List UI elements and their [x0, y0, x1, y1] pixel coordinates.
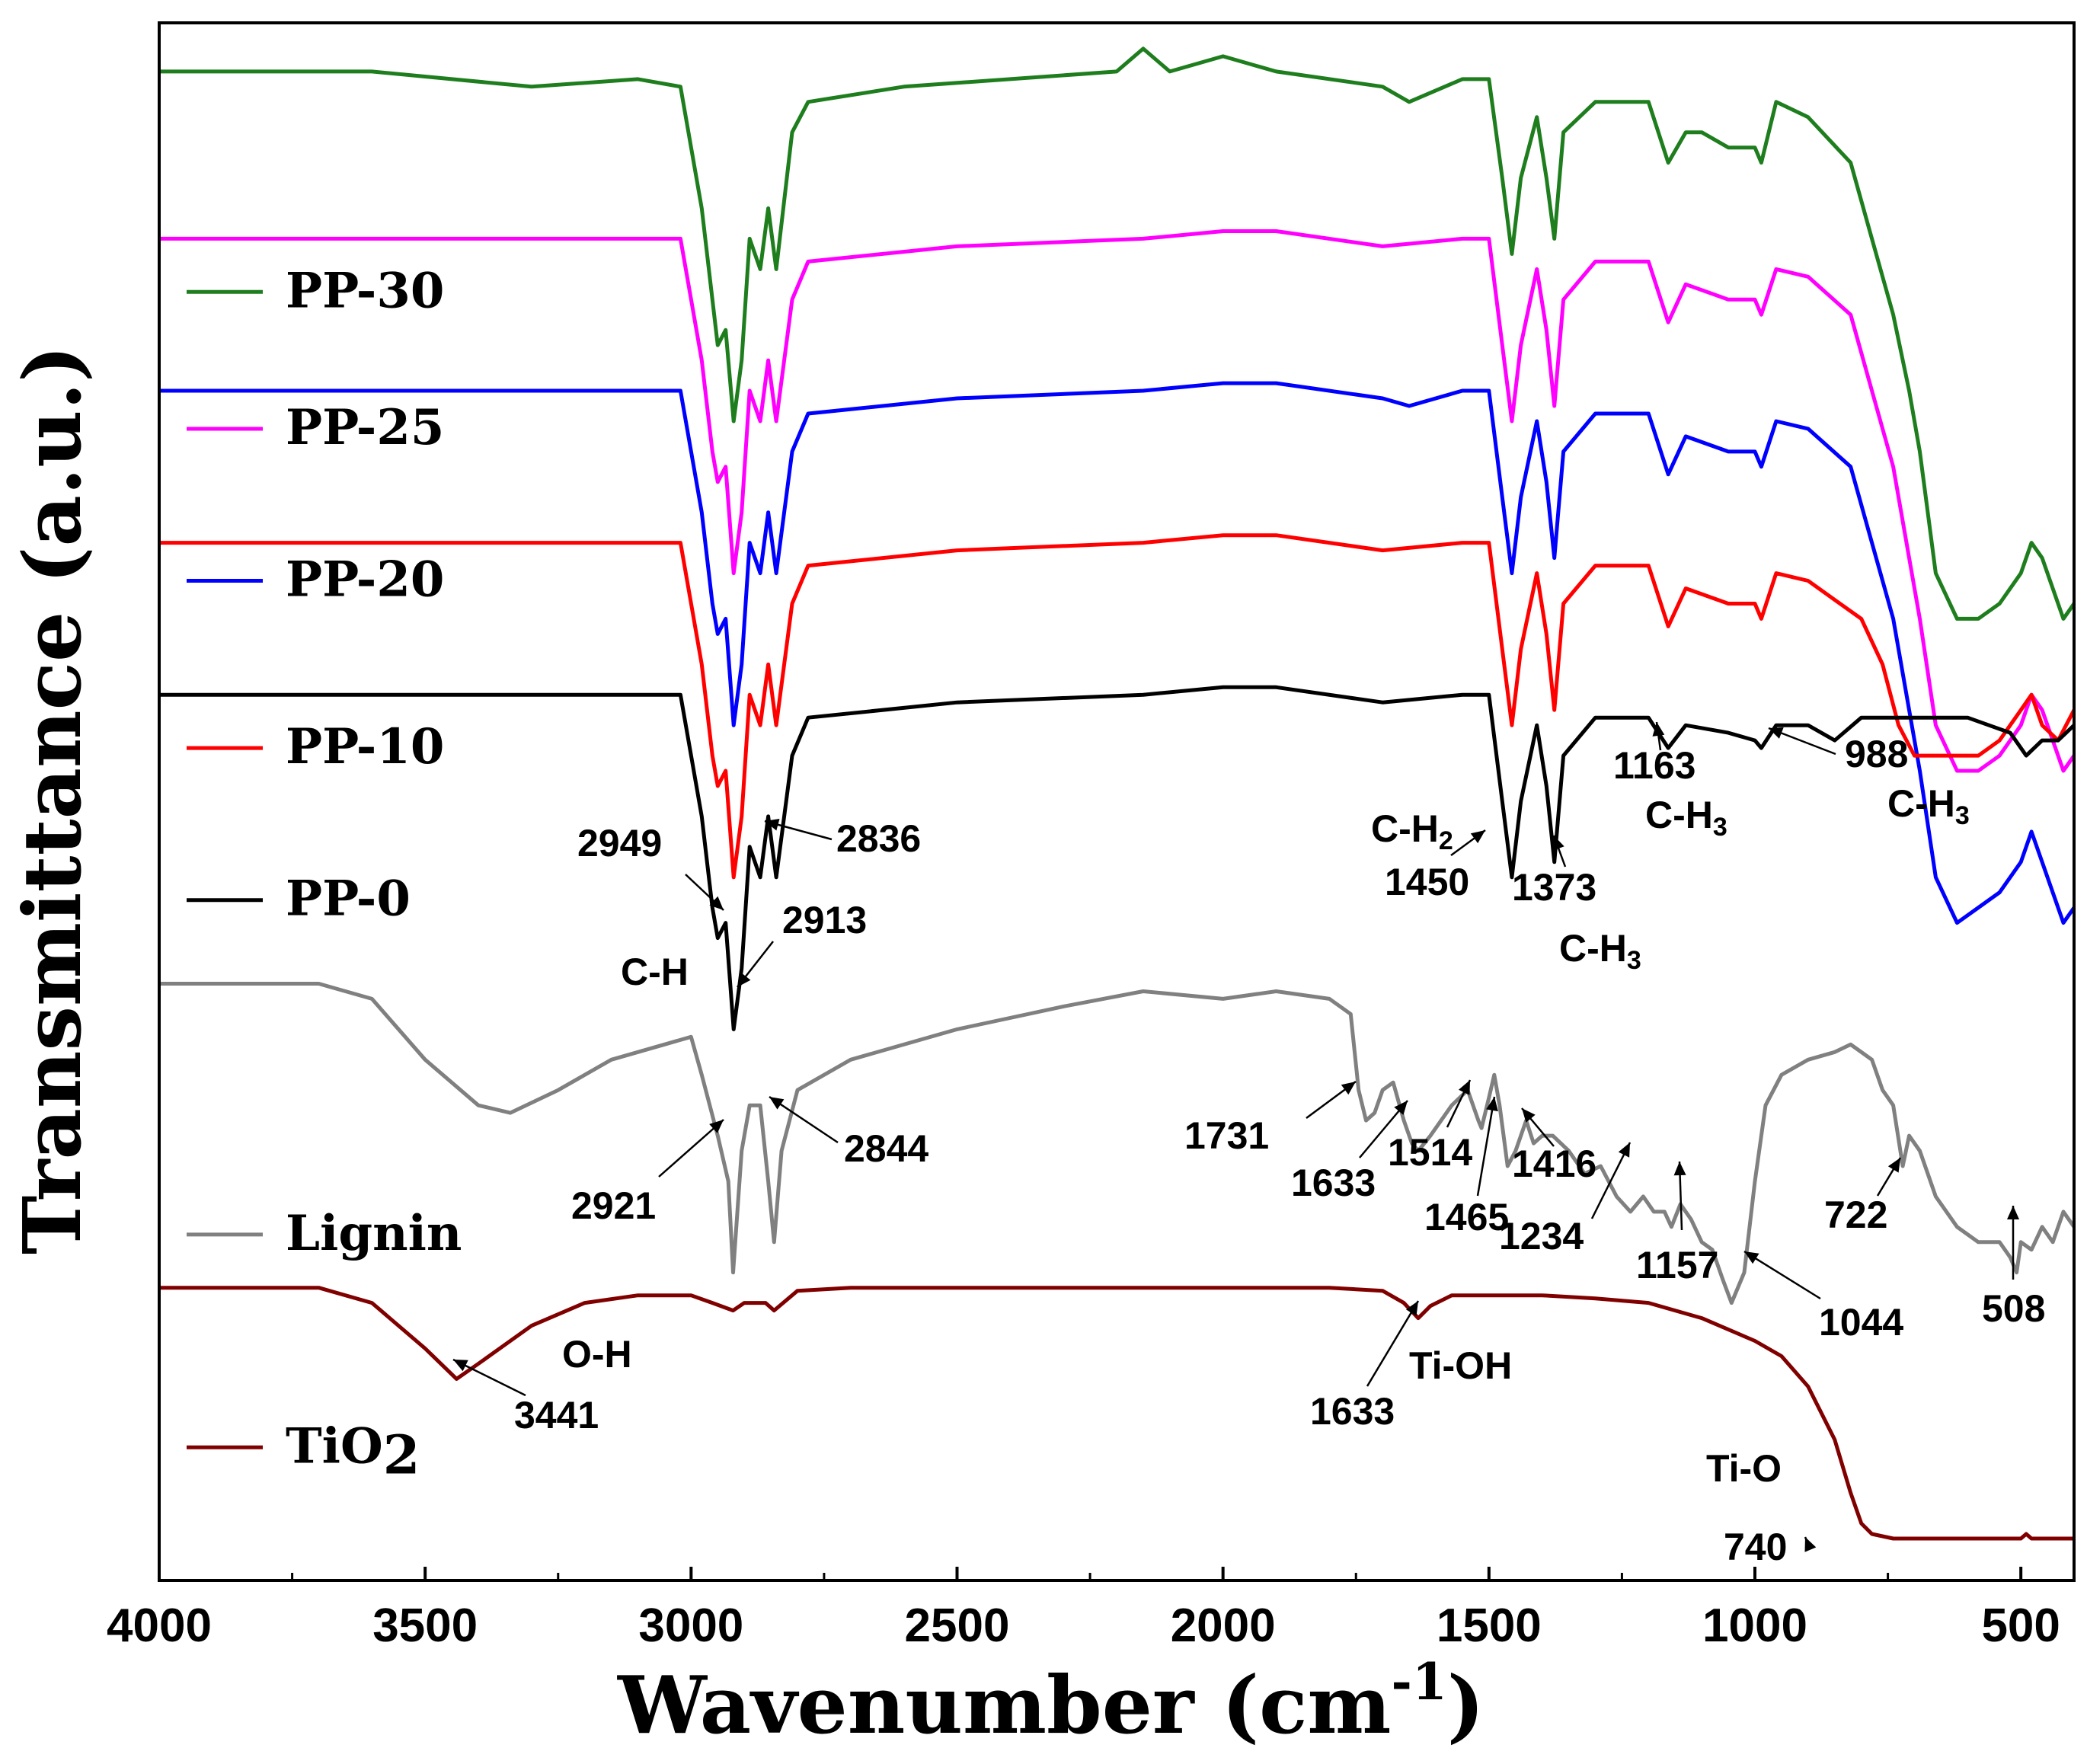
series-line-pp-20 [159, 381, 2076, 925]
annotation-1450-5: 1450 [1385, 861, 1469, 903]
annotation-2836-1: 2836 [836, 817, 921, 860]
annotation-1157-20: 1157 [1636, 1244, 1718, 1286]
x-axis-title-main: Wavenumber (cm [617, 1658, 1391, 1752]
legend-label-pp-30: PP-30 [286, 262, 444, 319]
annotation-988-10: 988 [1845, 733, 1908, 775]
series-line-pp-30 [159, 46, 2076, 621]
annotation-arrow-head-29 [1804, 1537, 1817, 1552]
annotation-1416-18: 1416 [1512, 1142, 1596, 1185]
annotation-arrow-head-23 [2007, 1206, 2019, 1219]
y-axis-title: Transmittance (a.u.) [5, 345, 99, 1254]
annotation-arrow-head-14 [769, 1097, 785, 1110]
annotation-c-h-3-9: C-H3 [1645, 794, 1727, 842]
legend: PP-30 PP-25 PP-20 PP-10 PP-0 Lignin TiO2 [187, 262, 462, 1486]
series-layer [159, 46, 2076, 1541]
annotation-1514-16: 1514 [1388, 1131, 1472, 1174]
annotation-arrow-line-21 [1743, 1250, 1821, 1300]
x-tick-label-4000: 4000 [107, 1599, 212, 1652]
annotation-arrow-head-22 [1887, 1158, 1900, 1173]
annotation-c-h-2-4: C-H2 [1371, 807, 1453, 855]
annotation-arrow-head-19 [1618, 1142, 1630, 1158]
series-line-tio2 [159, 1286, 2074, 1541]
annotation-ti-o-28: Ti-O [1706, 1447, 1782, 1490]
annotation-1234-19: 1234 [1499, 1215, 1584, 1257]
annotation-arrow-head-15 [1394, 1101, 1408, 1115]
legend-label-lignin: Lignin [286, 1205, 462, 1262]
annotation-arrow-line-17 [1476, 1096, 1496, 1197]
annotation-1633-26: 1633 [1310, 1390, 1395, 1433]
legend-label-tio2: TiO2 [286, 1417, 420, 1486]
annotation-c-h-3: C-H [621, 951, 689, 993]
x-tick-label-2500: 2500 [905, 1599, 1010, 1652]
annotation-arrow-line-14 [769, 1095, 839, 1144]
annotation-arrow-head-17 [1486, 1097, 1498, 1112]
annotation-3441-25: 3441 [514, 1394, 599, 1436]
annotation-2844-14: 2844 [844, 1127, 928, 1170]
legend-label-pp-0: PP-0 [286, 871, 411, 928]
annotation-1163-8: 1163 [1613, 744, 1695, 787]
plot-frame [158, 21, 2076, 1582]
annotation-508-23: 508 [1982, 1287, 2045, 1330]
annotation-arrow-head-10 [1769, 727, 1784, 739]
annotation-722-22: 722 [1824, 1194, 1887, 1236]
annotation-arrow-head-18 [1522, 1108, 1536, 1123]
annotation-arrow-head-0 [709, 896, 724, 910]
annotation-arrow-head-5 [1470, 830, 1485, 844]
annotation-arrow-head-6 [1552, 836, 1564, 851]
x-tick-label-3500: 3500 [372, 1599, 478, 1652]
annotation-1731-12: 1731 [1184, 1114, 1269, 1157]
x-tick-label-2000: 2000 [1171, 1599, 1276, 1652]
series-line-pp-25 [159, 229, 2076, 773]
annotation-1373-6: 1373 [1512, 866, 1596, 909]
annotation-arrow-head-21 [1744, 1251, 1759, 1264]
annotation-1465-17: 1465 [1424, 1196, 1509, 1238]
annotation-c-h-3-11: C-H3 [1887, 782, 1970, 830]
annotation-2913-2: 2913 [782, 899, 867, 941]
annotation-arrow-head-12 [1341, 1082, 1356, 1095]
x-tick-label-1000: 1000 [1702, 1599, 1807, 1652]
annotation-2921-13: 2921 [571, 1184, 656, 1227]
legend-label-pp-25: PP-25 [286, 399, 444, 456]
annotation-arrow-head-26 [1405, 1301, 1418, 1316]
annotation-arrow-line-19 [1590, 1142, 1632, 1219]
x-axis-title: Wavenumber (cm-1) [617, 1652, 1485, 1752]
series-line-lignin [159, 982, 2076, 1305]
x-axis-title-superscript: -1 [1391, 1652, 1446, 1711]
x-tick-label-500: 500 [1981, 1599, 2060, 1652]
x-ticks: 4000 3500 3000 2500 2000 1500 1000 500 [107, 1567, 2060, 1652]
annotation-arrow-head-1 [765, 819, 780, 831]
annotation-arrow-head-16 [1459, 1080, 1470, 1095]
series-line-pp-10 [159, 533, 2076, 880]
annotation-arrow-head-2 [737, 972, 751, 987]
annotation-arrow-line-26 [1366, 1300, 1420, 1387]
annotation-c-h-3-7: C-H3 [1559, 927, 1641, 975]
annotation-arrow-line-13 [658, 1119, 724, 1178]
annotation-ti-oh-27: Ti-OH [1409, 1344, 1512, 1387]
series-line-pp-0 [159, 685, 2076, 1031]
x-axis-title-close: ) [1447, 1658, 1485, 1752]
annotation-arrow-head-25 [453, 1360, 468, 1372]
annotation-arrow-head-20 [1673, 1162, 1686, 1176]
annotation-740-29: 740 [1724, 1526, 1787, 1568]
annotations: 2949 2836 2913 C-H C-H2 1450 1373 C-H3 1163 C-H3 9… [452, 721, 2045, 1568]
annotation-1044-21: 1044 [1819, 1301, 1903, 1344]
x-tick-label-3000: 3000 [638, 1599, 743, 1652]
annotation-arrow-head-13 [709, 1120, 724, 1133]
annotation-2949-0: 2949 [577, 822, 662, 864]
x-tick-label-1500: 1500 [1437, 1599, 1542, 1652]
legend-label-pp-10: PP-10 [286, 718, 444, 775]
legend-label-pp-20: PP-20 [286, 551, 444, 609]
annotation-1633-15: 1633 [1291, 1162, 1376, 1204]
annotation-o-h-24: O-H [562, 1333, 632, 1376]
annotation-arrow-head-8 [1652, 722, 1665, 737]
